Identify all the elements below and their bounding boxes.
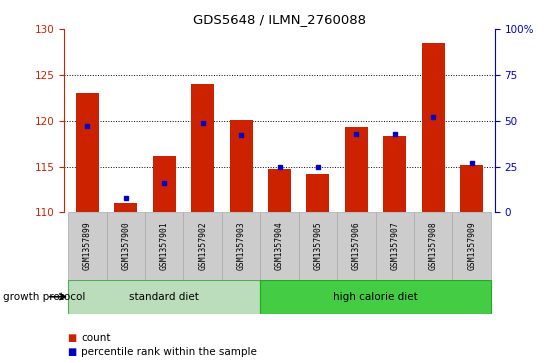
Bar <box>68 212 107 280</box>
Bar <box>299 212 337 280</box>
Bar <box>107 212 145 280</box>
Bar <box>76 93 99 212</box>
Text: GSM1357903: GSM1357903 <box>236 221 245 270</box>
Text: growth protocol: growth protocol <box>3 292 85 302</box>
Text: GSM1357908: GSM1357908 <box>429 221 438 270</box>
Text: GSM1357909: GSM1357909 <box>467 221 476 270</box>
Bar <box>268 169 291 212</box>
Text: GSM1357901: GSM1357901 <box>160 221 169 270</box>
Bar <box>414 212 452 280</box>
Bar <box>345 127 368 212</box>
Bar <box>114 203 138 212</box>
Bar <box>306 174 329 212</box>
Bar <box>191 84 214 212</box>
Bar <box>260 212 299 280</box>
Text: GSM1357899: GSM1357899 <box>83 221 92 270</box>
Bar <box>153 155 176 212</box>
Text: high calorie diet: high calorie diet <box>333 292 418 302</box>
Text: GSM1357907: GSM1357907 <box>390 221 399 270</box>
Bar <box>68 280 260 314</box>
Bar <box>183 212 222 280</box>
Bar <box>230 120 253 212</box>
Bar <box>222 212 260 280</box>
Bar <box>376 212 414 280</box>
Bar <box>337 212 376 280</box>
Text: GSM1357900: GSM1357900 <box>121 221 130 270</box>
Bar <box>460 165 483 212</box>
Text: GDS5648 / ILMN_2760088: GDS5648 / ILMN_2760088 <box>193 13 366 26</box>
Text: GSM1357905: GSM1357905 <box>314 221 323 270</box>
Bar <box>421 43 445 212</box>
Bar <box>452 212 491 280</box>
Text: ■: ■ <box>67 347 77 357</box>
Text: GSM1357902: GSM1357902 <box>198 221 207 270</box>
Text: ■: ■ <box>67 333 77 343</box>
Text: GSM1357904: GSM1357904 <box>275 221 284 270</box>
Bar <box>145 212 183 280</box>
Text: GSM1357906: GSM1357906 <box>352 221 361 270</box>
Text: count: count <box>81 333 111 343</box>
Bar <box>260 280 491 314</box>
Bar <box>383 136 406 212</box>
Text: percentile rank within the sample: percentile rank within the sample <box>81 347 257 357</box>
Text: standard diet: standard diet <box>129 292 199 302</box>
